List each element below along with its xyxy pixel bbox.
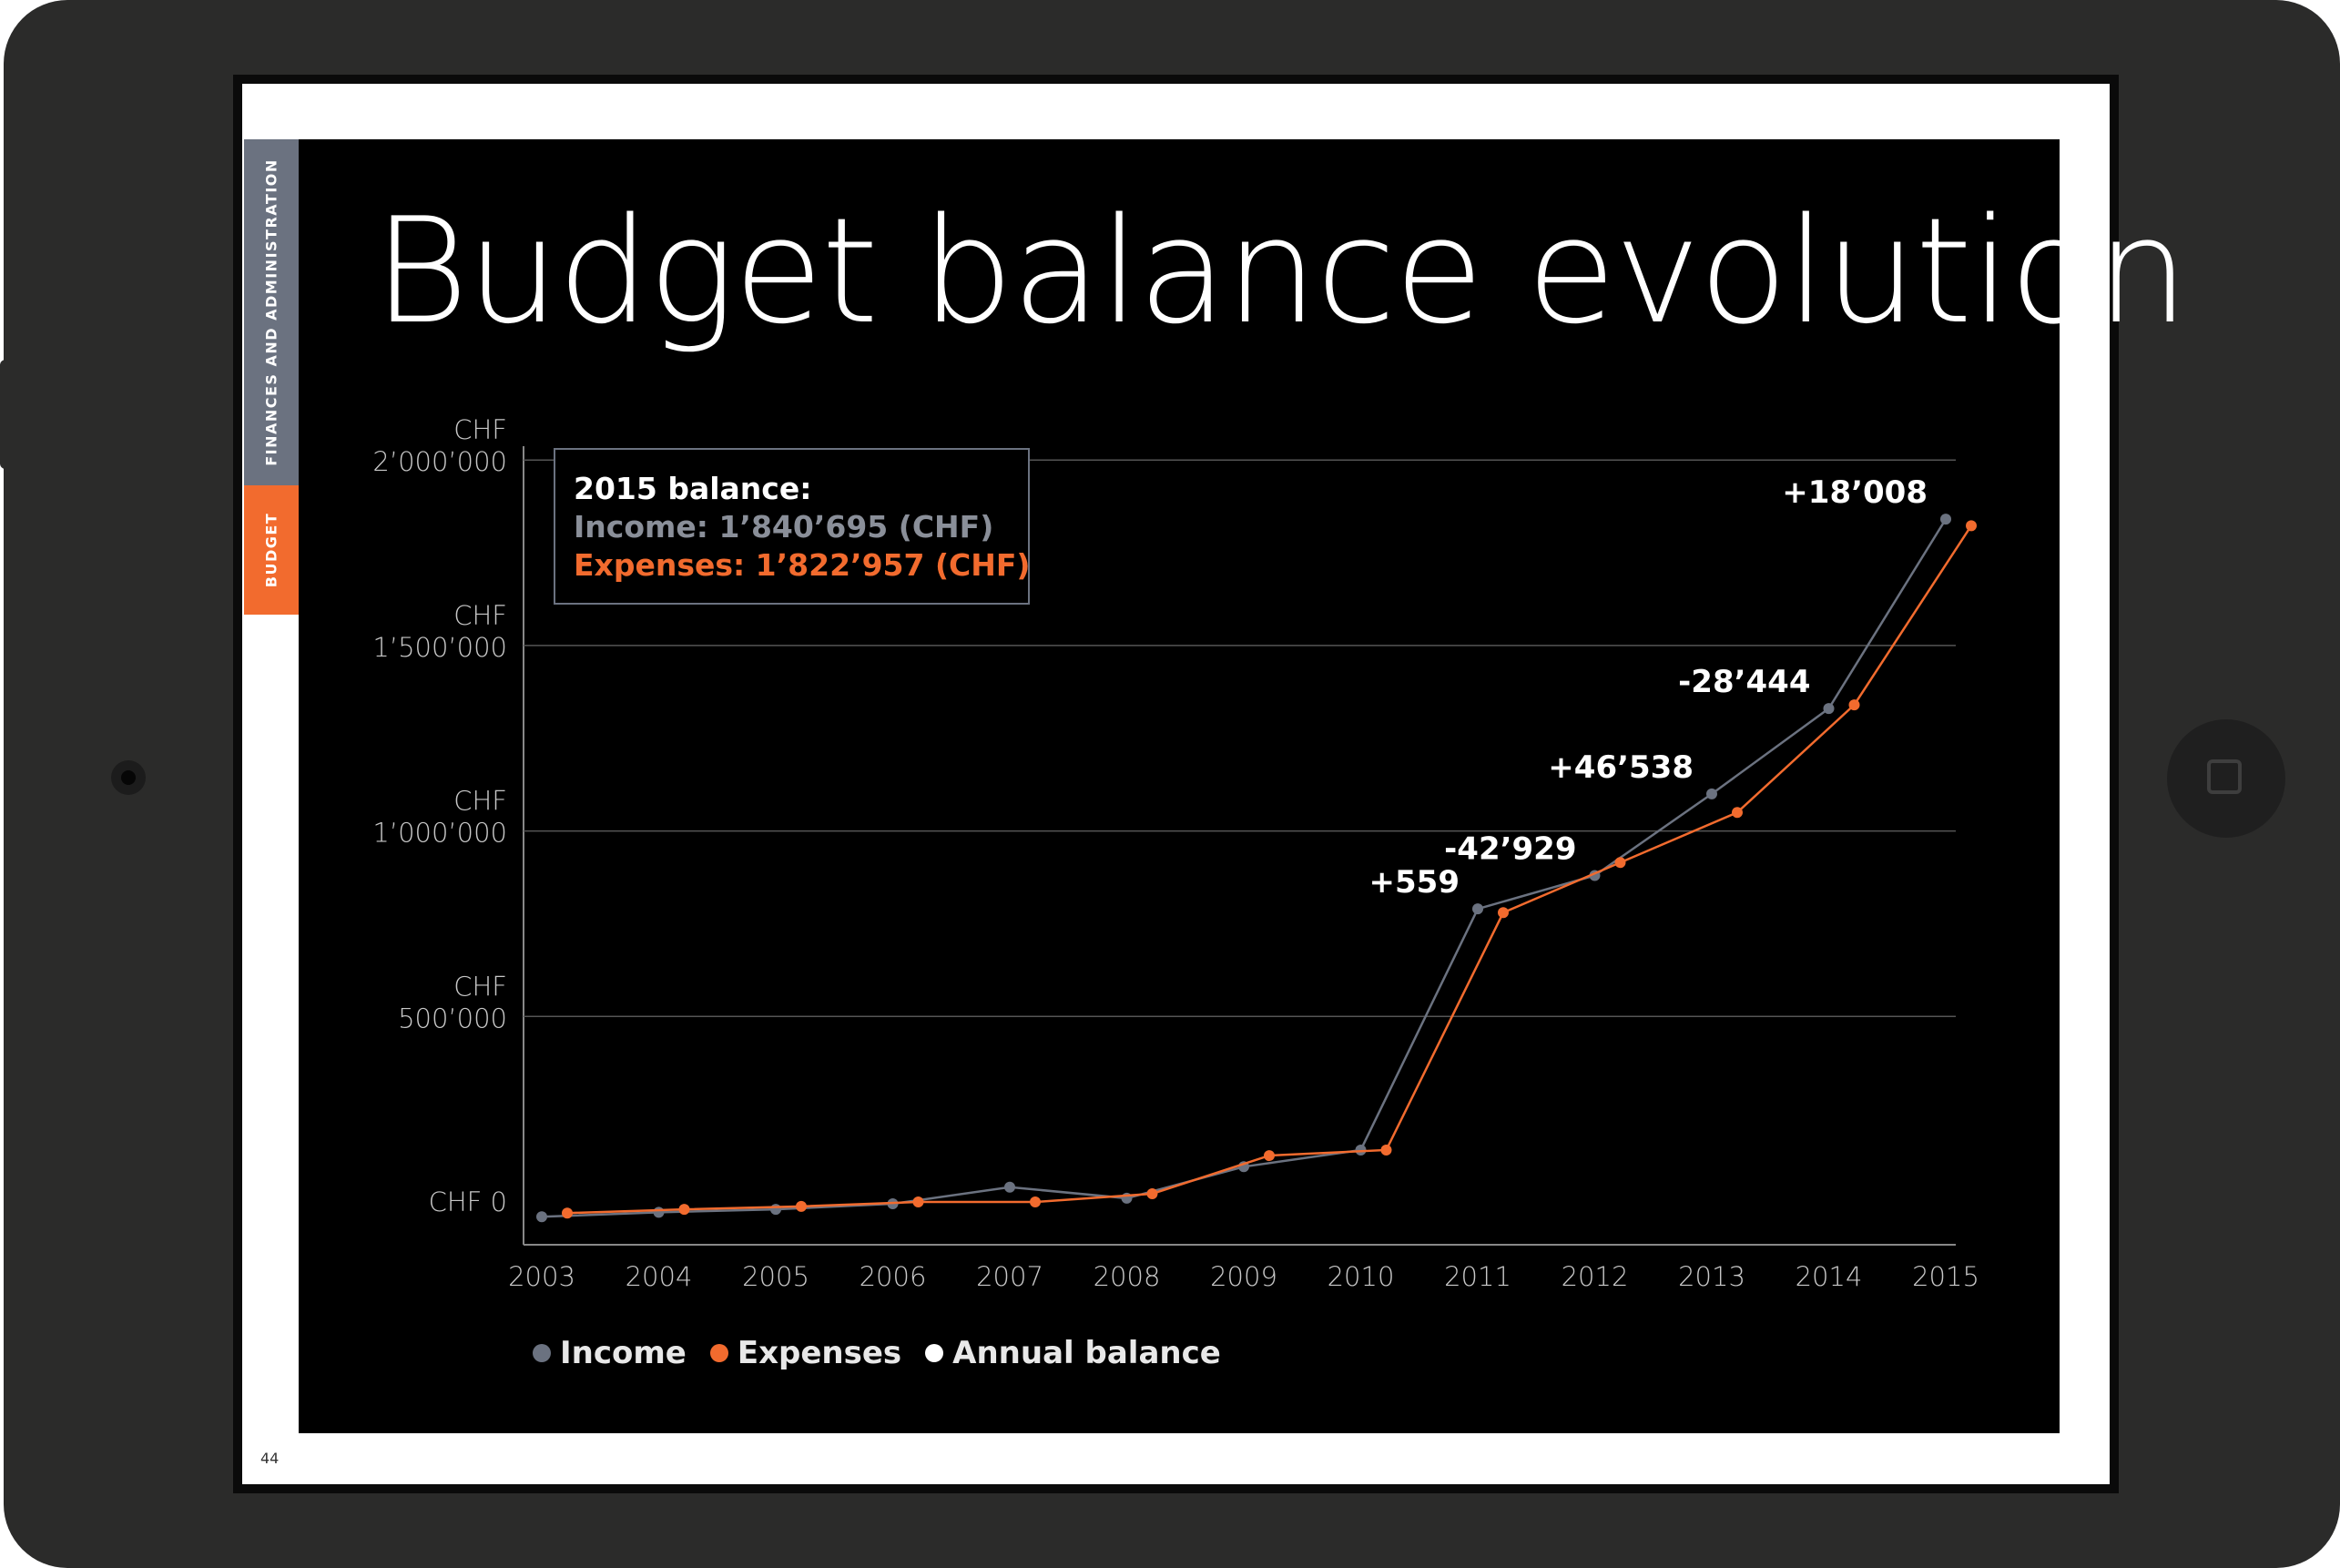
y-tick-label: 2’000’000 [372, 446, 507, 477]
legend-item-expenses: Expenses [709, 1335, 902, 1371]
data-point-expenses [1380, 1144, 1392, 1156]
section-tab[interactable] [244, 139, 299, 485]
data-point-expenses [796, 1200, 807, 1212]
data-point-expenses [1614, 857, 1626, 869]
chart-legend: Income Expenses Annual balance [533, 1335, 1245, 1371]
legend-item-income: Income [533, 1335, 687, 1371]
legend-label-income: Income [560, 1335, 687, 1371]
info-box-title: 2015 balance: [574, 471, 812, 506]
data-point-income [1472, 903, 1483, 915]
x-tick-label: 2015 [1912, 1261, 1979, 1292]
data-point-expenses [1030, 1196, 1041, 1207]
data-point-income [653, 1207, 665, 1218]
info-box-income: Income: 1’840’695 (CHF) [574, 509, 994, 545]
data-point-income [770, 1204, 781, 1216]
data-point-expenses [1146, 1188, 1158, 1200]
x-tick-label: 2003 [508, 1261, 575, 1292]
data-point-expenses [1498, 907, 1509, 919]
data-point-expenses [562, 1207, 573, 1219]
x-tick-label: 2013 [1678, 1261, 1745, 1292]
x-tick-label: 2004 [626, 1261, 693, 1292]
x-tick-label: 2005 [742, 1261, 809, 1292]
balance-label: +46’538 [1548, 749, 1694, 786]
y-tick-label: CHF [453, 971, 507, 1002]
data-point-expenses [912, 1196, 924, 1207]
legend-label-balance: Annual balance [952, 1335, 1221, 1371]
data-point-income [1004, 1181, 1015, 1193]
x-tick-label: 2006 [860, 1261, 927, 1292]
subsection-tab[interactable] [244, 485, 299, 615]
y-tick-label: CHF 0 [429, 1186, 507, 1217]
legend-label-expenses: Expenses [737, 1335, 902, 1371]
info-box: 2015 balance: Income: 1’840’695 (CHF) Ex… [554, 448, 1031, 605]
x-tick-label: 2008 [1094, 1261, 1161, 1292]
data-point-income [536, 1211, 547, 1223]
data-point-income [1823, 703, 1835, 715]
y-tick-label: 1’000’000 [372, 818, 507, 849]
chart-title: Budget balance evolution [373, 186, 2189, 356]
info-box-expenses: Expenses: 1’822’957 (CHF) [574, 547, 1031, 583]
data-point-expenses [1848, 699, 1860, 711]
x-tick-label: 2011 [1444, 1261, 1511, 1292]
x-tick-label: 2014 [1796, 1261, 1863, 1292]
data-point-expenses [678, 1204, 690, 1216]
balance-label: -42’929 [1444, 830, 1576, 867]
balance-label: -28’444 [1678, 664, 1810, 700]
x-tick-label: 2010 [1328, 1261, 1395, 1292]
legend-item-balance: Annual balance [925, 1335, 1221, 1371]
page-number: 44 [260, 1450, 280, 1467]
y-tick-label: 500’000 [398, 1003, 507, 1033]
legend-marker-balance [925, 1344, 944, 1362]
data-point-income [1706, 788, 1717, 799]
balance-label: +559 [1369, 864, 1460, 901]
camera-icon [111, 760, 146, 795]
legend-marker-income [533, 1344, 551, 1362]
series-line-income [541, 518, 1948, 1218]
y-tick-label: CHF [453, 600, 507, 631]
series-line-expenses [566, 524, 1973, 1215]
data-point-expenses [1264, 1150, 1275, 1162]
y-tick-label: CHF [453, 414, 507, 445]
legend-marker-expenses [709, 1344, 728, 1362]
data-point-expenses [1966, 520, 1977, 532]
balance-label: +18’008 [1782, 474, 1928, 511]
x-tick-label: 2007 [976, 1261, 1043, 1292]
data-point-income [1355, 1144, 1367, 1156]
data-point-income [1940, 514, 1951, 525]
data-point-expenses [1732, 807, 1743, 819]
x-tick-label: 2012 [1562, 1261, 1629, 1292]
y-tick-label: CHF [453, 786, 507, 817]
y-tick-label: 1’500’000 [372, 632, 507, 663]
home-button[interactable] [2167, 719, 2285, 838]
x-tick-label: 2009 [1210, 1261, 1277, 1292]
